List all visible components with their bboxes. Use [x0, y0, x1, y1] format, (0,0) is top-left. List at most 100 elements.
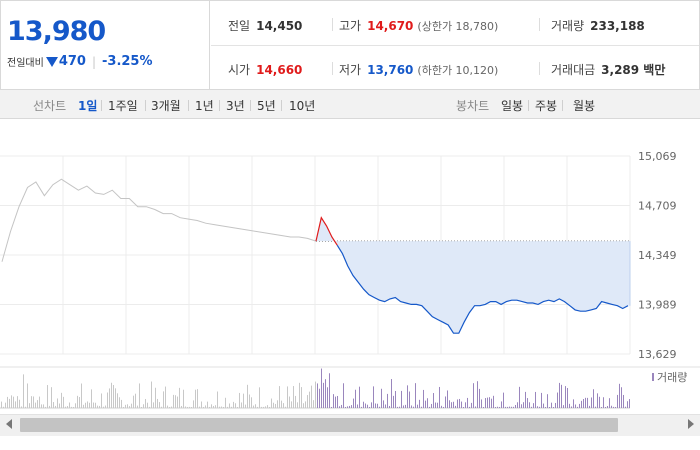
volume-bar	[129, 406, 130, 408]
volume-bar	[441, 405, 442, 408]
volume-bar	[491, 398, 492, 408]
volume-bar	[615, 406, 616, 408]
volume-bar	[227, 406, 228, 408]
volume-bar	[109, 388, 110, 408]
volume-bar	[141, 406, 142, 408]
volume-bar	[611, 405, 612, 408]
scroll-thumb[interactable]	[20, 418, 618, 432]
volume-chart: 거래량	[0, 366, 700, 409]
tab-1-week[interactable]: 1주일	[108, 99, 138, 113]
volume-bar	[211, 404, 212, 408]
volume-bar	[293, 386, 294, 408]
quote-summary: 13,980 전일대비 470 | -3.25% 전일 14,450 고가 14,6…	[0, 0, 700, 90]
tab-3-years[interactable]: 3년	[226, 99, 245, 113]
volume-bar	[601, 406, 602, 408]
scroll-left-icon[interactable]	[6, 419, 12, 429]
volume-bar	[151, 381, 152, 408]
volume-bar	[137, 405, 138, 408]
volume-bar	[529, 402, 530, 408]
volume-bar	[45, 406, 46, 408]
volume-bar	[63, 396, 64, 408]
volume-bar	[361, 406, 362, 408]
volume-bar	[145, 398, 146, 408]
volume-bar	[175, 395, 176, 408]
volume-bar	[23, 374, 24, 408]
tab-5-years[interactable]: 5년	[257, 99, 276, 113]
volume-bar	[489, 397, 490, 408]
volume-bar	[561, 384, 562, 408]
volume-bar	[297, 402, 298, 408]
y-tick-label: 14,349	[638, 249, 677, 262]
volume-bar	[187, 406, 188, 408]
volume-bar	[339, 406, 340, 408]
volume-bar	[233, 401, 234, 408]
volume-bar	[607, 406, 608, 408]
volume-bar	[577, 406, 578, 408]
volume-bar	[15, 401, 16, 408]
volume-bar	[203, 406, 204, 408]
tab-monthly-candle[interactable]: 월봉	[573, 99, 596, 113]
tab-daily-candle[interactable]: 일봉	[501, 99, 524, 113]
tab-weekly-candle[interactable]: 주봉	[535, 99, 558, 113]
volume-bar	[319, 388, 320, 408]
chart-scrollbar[interactable]	[0, 414, 700, 436]
tab-1-day[interactable]: 1일	[78, 99, 98, 113]
volume-bar	[57, 398, 58, 408]
volume-bar	[433, 393, 434, 408]
volume-bar	[567, 387, 568, 408]
volume-bar	[395, 390, 396, 408]
volume-bar	[423, 389, 424, 408]
tab-10-years[interactable]: 10년	[289, 99, 316, 113]
volume-bar	[41, 404, 42, 408]
volume-bar	[409, 391, 410, 408]
volume-bar	[497, 406, 498, 408]
stat-value: 14,660	[256, 63, 303, 77]
volume-bar	[371, 402, 372, 408]
scroll-right-icon[interactable]	[688, 419, 694, 429]
volume-bar	[315, 381, 316, 408]
volume-bar	[451, 402, 452, 408]
volume-bar	[289, 396, 290, 408]
stat-volume: 거래량 233,188	[551, 17, 645, 34]
volume-bar	[367, 404, 368, 408]
volume-bar	[629, 399, 630, 408]
volume-bar	[539, 406, 540, 408]
volume-bar	[219, 406, 220, 408]
volume-bar	[255, 404, 256, 408]
volume-bar	[521, 404, 522, 408]
volume-bar	[243, 393, 244, 408]
today-fill-area	[316, 217, 630, 334]
volume-bar	[579, 403, 580, 408]
volume-bar	[415, 383, 416, 408]
volume-bar	[83, 404, 84, 408]
volume-bar	[591, 397, 592, 408]
volume-bar	[479, 388, 480, 408]
volume-bar	[379, 406, 380, 408]
volume-bar	[65, 406, 66, 408]
volume-bar	[429, 406, 430, 408]
stat-low: 저가 13,760 (하한가 10,120)	[339, 61, 498, 78]
stat-value: 3,289 백만	[601, 63, 666, 77]
volume-bar	[383, 400, 384, 408]
volume-bar	[537, 406, 538, 408]
upper-limit: (상한가 18,780)	[417, 20, 499, 33]
tab-divider	[219, 100, 220, 111]
tab-1-year[interactable]: 1년	[195, 99, 214, 113]
tab-divider	[101, 100, 102, 111]
volume-bar	[335, 396, 336, 408]
volume-bar	[575, 404, 576, 408]
volume-bar	[531, 406, 532, 408]
volume-bar	[481, 399, 482, 408]
volume-bar	[73, 406, 74, 408]
divider: |	[91, 54, 96, 69]
volume-bar	[267, 405, 268, 408]
stat-label: 거래대금	[551, 63, 596, 77]
tab-3-months[interactable]: 3개월	[151, 99, 181, 113]
chart-period-bar: 선차트 1일 1주일 3개월 1년 3년 5년 10년 봉차트 일봉 주봉 월봉	[0, 89, 700, 119]
volume-bar	[61, 392, 62, 408]
volume-bar	[551, 402, 552, 408]
volume-bar	[147, 402, 148, 408]
volume-bar	[257, 406, 258, 408]
volume-bar	[353, 398, 354, 408]
volume-bar	[407, 385, 408, 408]
